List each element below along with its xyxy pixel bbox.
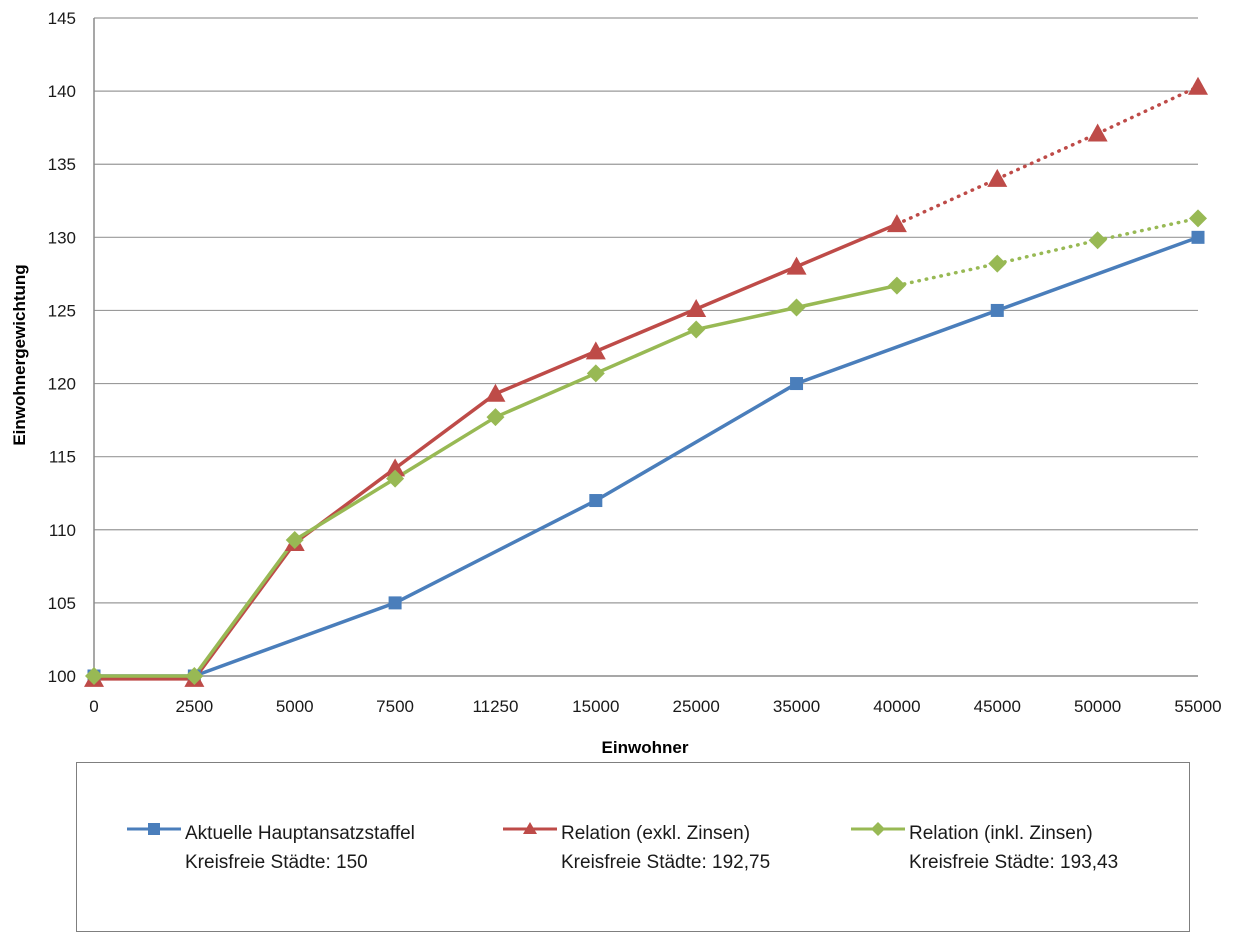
series-line-segment bbox=[796, 283, 898, 310]
legend-series-name: Aktuelle Hauptansatzstaffel bbox=[185, 823, 415, 844]
data-point-triangle bbox=[886, 214, 907, 233]
data-point-diamond bbox=[1088, 231, 1107, 250]
y-tick-label: 110 bbox=[49, 521, 76, 540]
series-line-segment bbox=[193, 601, 396, 678]
series-line-projection bbox=[995, 238, 1100, 266]
data-point-triangle bbox=[385, 458, 406, 477]
data-point-square bbox=[1191, 230, 1205, 244]
gridlines bbox=[94, 17, 1198, 604]
legend-swatch-square-icon bbox=[127, 823, 181, 835]
series-line-segment bbox=[695, 264, 798, 311]
series-line-projection bbox=[1095, 216, 1200, 243]
data-point-square bbox=[388, 596, 402, 610]
data-point-diamond bbox=[988, 254, 1007, 273]
data-point-triangle bbox=[1087, 123, 1108, 142]
y-tick-label: 105 bbox=[48, 594, 76, 613]
series-line-segment bbox=[192, 538, 297, 678]
data-point-triangle bbox=[485, 383, 506, 402]
y-tick-label: 130 bbox=[48, 228, 76, 247]
y-tick-label: 135 bbox=[48, 155, 76, 174]
series-line-segment bbox=[394, 415, 497, 481]
data-point-square bbox=[990, 303, 1004, 317]
data-point-triangle bbox=[686, 298, 707, 317]
legend-item-exkl: Relation (exkl. Zinsen) Kreisfreie Städt… bbox=[501, 819, 770, 877]
data-point-triangle bbox=[585, 341, 606, 360]
legend-series-sub: Kreisfreie Städte: 192,75 bbox=[561, 852, 771, 873]
series-line-segment bbox=[394, 392, 497, 470]
legend-series-name: Relation (inkl. Zinsen) bbox=[909, 823, 1093, 844]
x-tick-label: 55000 bbox=[1174, 697, 1221, 716]
y-tick-label: 115 bbox=[49, 448, 76, 467]
legend-series-sub: Kreisfreie Städte: 193,43 bbox=[909, 852, 1119, 873]
x-tick-labels: 0 2500 5000 7500 11250 15000 25000 35000 40000 45… bbox=[89, 697, 1221, 716]
data-point-diamond bbox=[85, 667, 103, 685]
x-tick-label: 11250 bbox=[472, 697, 518, 716]
axes bbox=[93, 18, 1198, 677]
series-line-segment bbox=[996, 235, 1199, 313]
legend-swatch-triangle-icon bbox=[503, 822, 557, 834]
data-point-diamond bbox=[787, 298, 806, 317]
data-point-diamond bbox=[185, 667, 204, 685]
series-line-segment bbox=[595, 307, 697, 353]
series-line-segment bbox=[595, 327, 697, 375]
series-line-projection bbox=[995, 131, 1100, 181]
data-point-diamond bbox=[486, 408, 505, 427]
x-tick-label: 15000 bbox=[572, 697, 619, 716]
data-point-square bbox=[790, 377, 804, 391]
x-tick-label: 50000 bbox=[1074, 697, 1121, 716]
series-line-segment bbox=[795, 222, 898, 269]
legend-series-name: Relation (exkl. Zinsen) bbox=[561, 823, 751, 844]
data-point-diamond bbox=[386, 469, 405, 488]
series-markers bbox=[84, 76, 1208, 687]
x-tick-label: 45000 bbox=[974, 697, 1021, 716]
x-tick-label: 25000 bbox=[673, 697, 720, 716]
x-axis-title: Einwohner bbox=[602, 738, 689, 757]
series-line-segment bbox=[795, 308, 998, 386]
y-tick-label: 125 bbox=[48, 301, 76, 320]
series-line-segment bbox=[695, 305, 797, 332]
data-point-diamond bbox=[586, 364, 605, 383]
x-tick-label: 2500 bbox=[175, 697, 213, 716]
data-point-diamond bbox=[687, 320, 706, 339]
data-point-triangle bbox=[987, 168, 1008, 187]
legend-series-sub: Kreisfreie Städte: 150 bbox=[185, 852, 368, 873]
series-line-projection bbox=[1095, 84, 1200, 136]
x-tick-label: 40000 bbox=[873, 697, 920, 716]
legend-swatch-diamond-icon bbox=[851, 822, 905, 836]
y-tick-label: 140 bbox=[48, 82, 76, 101]
series-line-segment bbox=[494, 349, 597, 396]
series-line-segment bbox=[293, 477, 397, 542]
data-point-diamond bbox=[1189, 209, 1207, 228]
y-tick-label: 145 bbox=[48, 9, 76, 28]
legend-item-inkl: Relation (inkl. Zinsen) Kreisfreie Städt… bbox=[849, 819, 1118, 877]
x-tick-label: 0 bbox=[89, 697, 98, 716]
x-tick-label: 35000 bbox=[773, 697, 820, 716]
data-point-diamond bbox=[887, 276, 906, 295]
series-line-projection bbox=[895, 177, 1000, 226]
y-axis-title: Einwohnergewichtung bbox=[10, 264, 29, 445]
series-lines bbox=[94, 84, 1200, 681]
series-line-segment bbox=[394, 498, 597, 605]
data-point-triangle bbox=[786, 256, 807, 275]
line-chart: 100 105 110 115 120 125 130 135 140 145 0 2500 5000… bbox=[10, 9, 1222, 757]
data-point-triangle bbox=[1188, 76, 1208, 95]
legend: Aktuelle Hauptansatzstaffel Kreisfreie S… bbox=[76, 762, 1190, 932]
legend-item-aktuelle: Aktuelle Hauptansatzstaffel Kreisfreie S… bbox=[125, 819, 415, 877]
series-line-projection bbox=[895, 261, 1000, 288]
series-line-segment bbox=[494, 371, 597, 419]
data-point-square bbox=[589, 494, 603, 508]
x-tick-label: 5000 bbox=[276, 697, 314, 716]
data-point-diamond bbox=[285, 531, 304, 550]
y-tick-label: 100 bbox=[48, 667, 76, 686]
series-line-segment bbox=[594, 382, 798, 503]
y-tick-label: 120 bbox=[48, 375, 76, 394]
x-tick-label: 7500 bbox=[376, 697, 414, 716]
y-tick-labels: 100 105 110 115 120 125 130 135 140 145 bbox=[48, 9, 76, 686]
